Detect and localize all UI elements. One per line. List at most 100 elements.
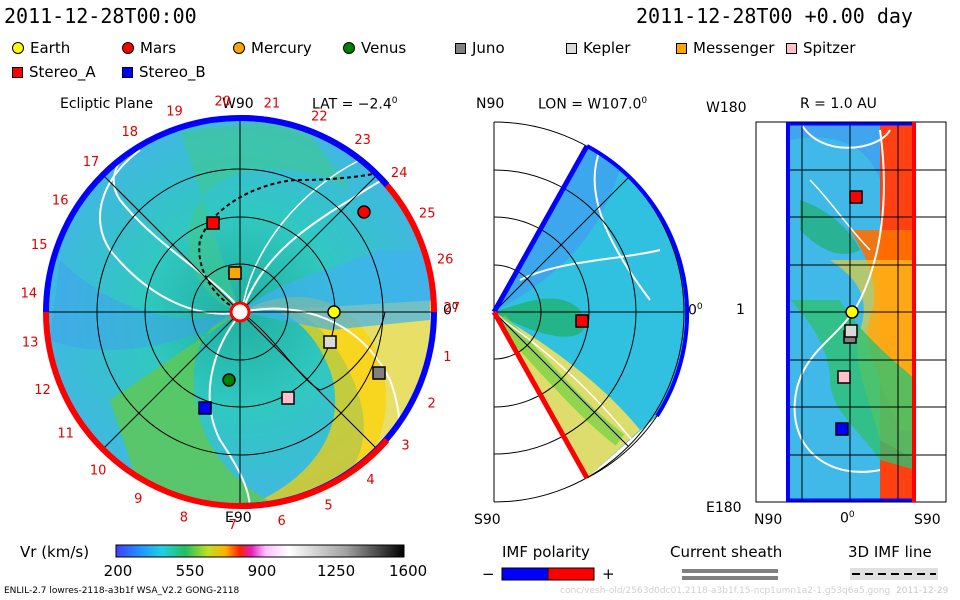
legend-label: Mars — [140, 39, 177, 57]
earth-radial-marker — [845, 305, 859, 319]
venus-marker — [222, 373, 236, 387]
carrington-label: 7 — [228, 518, 236, 533]
juno-marker — [372, 366, 386, 380]
carrington-label: 1 — [443, 350, 451, 365]
imf-pos-swatch — [547, 567, 595, 581]
legend-marker-stereo-b — [122, 66, 133, 78]
colorbar-tick-label: 200 — [103, 562, 133, 580]
footer-run-id: conc/vesh-old/2563d0dc01.2118-a3b1f.15-n… — [560, 586, 890, 596]
carrington-label: 11 — [57, 427, 74, 442]
carrington-label: 5 — [324, 499, 332, 514]
stereo-a-radial-marker — [849, 190, 863, 204]
messenger-marker — [228, 266, 242, 280]
meridional-top-label: N90 — [476, 96, 505, 112]
meridional-lon-label: LON = W107.00 — [538, 96, 648, 113]
legend-label: Mercury — [251, 39, 312, 57]
footer-date: 2011-12-29 — [896, 586, 949, 596]
legend-marker-mars — [122, 42, 134, 54]
legend-label: Kepler — [583, 39, 631, 57]
ecliptic-right-label: 00 — [443, 302, 458, 319]
carrington-label: 20 — [215, 95, 232, 110]
ecliptic-lat-label: LAT = −2.40 — [312, 96, 398, 113]
stereo-a-meridional-marker — [575, 314, 589, 328]
carrington-label: 15 — [31, 238, 48, 253]
carrington-label: 26 — [437, 252, 454, 267]
legend-marker-kepler — [566, 42, 577, 54]
legend-label: Earth — [30, 39, 71, 57]
carrington-label: 25 — [419, 207, 436, 222]
legend-marker-stereo-a — [12, 66, 23, 78]
mars-marker — [357, 205, 371, 219]
legend-marker-messenger — [676, 42, 687, 54]
legend-marker-mercury — [233, 42, 245, 54]
legend-item-mars: Mars — [122, 39, 176, 57]
carrington-label: 6 — [278, 514, 286, 529]
carrington-label: 21 — [264, 96, 281, 111]
carrington-label: 3 — [401, 439, 409, 454]
kepler-marker — [323, 335, 337, 349]
meridional-bottom-label: S90 — [474, 512, 501, 528]
colorbar-tick-label: 1600 — [389, 562, 428, 580]
legend-item-earth: Earth — [12, 39, 70, 57]
imf-polarity-title: IMF polarity — [502, 543, 590, 561]
ecliptic-top-label: W90 — [222, 96, 254, 112]
legend-item-spitzer: Spitzer — [786, 39, 855, 57]
legend-label: Juno — [472, 39, 505, 57]
imf-neg-swatch — [501, 567, 549, 581]
carrington-label: 23 — [354, 133, 371, 148]
carrington-label: 18 — [122, 125, 139, 140]
kepler-radial-marker — [844, 324, 858, 338]
legend-marker-earth — [12, 42, 24, 54]
legend-label: Messenger — [693, 39, 775, 57]
current-sheath-title: Current sheath — [670, 543, 783, 561]
legend-label: Stereo_A — [29, 63, 96, 81]
carrington-label: 2 — [427, 397, 435, 412]
carrington-label: 24 — [391, 166, 408, 181]
ecliptic-title: Ecliptic Plane — [60, 96, 154, 112]
time-title-right: 2011-12-28T00 +0.00 day — [636, 4, 913, 28]
radial-x-right-label: S90 — [914, 512, 941, 528]
imf-plus-label: + — [602, 565, 615, 583]
carrington-label: 27 — [444, 301, 461, 316]
carrington-label: 13 — [22, 336, 39, 351]
radial-mid-left-label: 1 — [736, 302, 745, 318]
stereo-b-marker — [198, 401, 212, 415]
legend-item-stereo-a: Stereo_A — [12, 63, 96, 81]
radial-top-left-label: W180 — [706, 100, 747, 116]
carrington-label: 22 — [311, 109, 328, 124]
carrington-label: 19 — [166, 104, 183, 119]
radial-x-left-label: N90 — [754, 512, 783, 528]
legend-item-stereo-b: Stereo_B — [122, 63, 206, 81]
colorbar-tick-label: 550 — [175, 562, 205, 580]
meridional-panel — [491, 121, 690, 503]
radial-panel — [755, 121, 947, 503]
carrington-label: 16 — [52, 194, 69, 209]
legend-label: Venus — [361, 39, 407, 57]
imf-line-dashed — [198, 171, 384, 313]
colorbar-tick-label: 1250 — [317, 562, 356, 580]
carrington-label: 4 — [366, 473, 374, 488]
carrington-label: 17 — [83, 155, 100, 170]
carrington-label: 10 — [90, 464, 107, 479]
carrington-label: 9 — [134, 492, 142, 507]
legend-item-mercury: Mercury — [233, 39, 312, 57]
meridional-right-label: 00 — [688, 302, 703, 319]
radial-r-label: R = 1.0 AU — [800, 96, 877, 112]
colorbar-label: Vr (km/s) — [20, 543, 90, 561]
radial-bottom-left-label: E180 — [706, 500, 742, 516]
stereo-a-marker — [206, 216, 220, 230]
vr-colorbar — [115, 544, 405, 558]
carrington-label: 14 — [21, 286, 38, 301]
legend-label: Stereo_B — [139, 63, 206, 81]
spitzer-radial-marker — [837, 370, 851, 384]
stereo-b-radial-marker — [835, 422, 849, 436]
legend-item-kepler: Kepler — [566, 39, 630, 57]
ecliptic-bottom-label: E90 — [225, 510, 252, 526]
legend-item-venus: Venus — [343, 39, 406, 57]
earth-marker — [327, 305, 341, 319]
radial-x-mid-label: 00 — [840, 510, 855, 527]
legend-item-juno: Juno — [455, 39, 505, 57]
imf-minus-label: − — [482, 565, 495, 583]
